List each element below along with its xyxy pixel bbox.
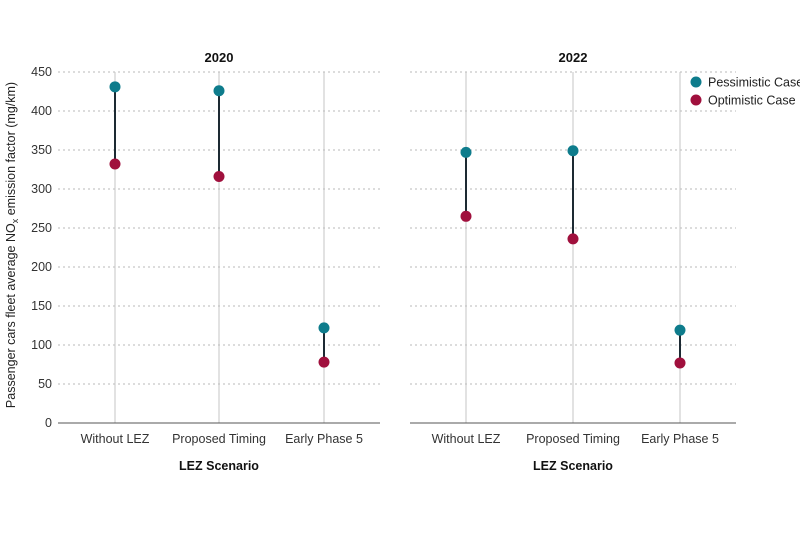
optimistic-point bbox=[567, 233, 579, 245]
panel-2022: 2022 Without LEZ Proposed Timing Early Phas… bbox=[410, 50, 736, 473]
panel-2020: 0 50 100 150 200 250 300 350 400 450 2020 Without L… bbox=[31, 50, 380, 473]
x-tick-label: Without LEZ bbox=[81, 432, 150, 446]
x-tick-label: Without LEZ bbox=[432, 432, 501, 446]
y-axis-title-tail: emission factor (mg/km) bbox=[4, 82, 18, 219]
x-axis-title: LEZ Scenario bbox=[533, 459, 613, 473]
x-tick-label: Proposed Timing bbox=[526, 432, 620, 446]
y-tick-label: 150 bbox=[31, 299, 52, 313]
optimistic-point bbox=[460, 210, 472, 222]
y-axis-title-subscript: x bbox=[10, 218, 20, 223]
pessimistic-point bbox=[109, 81, 121, 93]
x-tick-label: Proposed Timing bbox=[172, 432, 266, 446]
legend-label: Pessimistic Case bbox=[708, 76, 800, 90]
x-tick-label: Early Phase 5 bbox=[285, 432, 363, 446]
y-tick-label: 0 bbox=[45, 416, 52, 430]
y-tick-label: 300 bbox=[31, 182, 52, 196]
pessimistic-point bbox=[318, 322, 330, 334]
y-tick-label: 450 bbox=[31, 65, 52, 79]
legend-label: Optimistic Case bbox=[708, 94, 796, 108]
optimistic-point bbox=[109, 158, 121, 170]
pessimistic-point bbox=[213, 85, 225, 97]
svg-text:Passenger cars fleet average N: Passenger cars fleet average NOx emissio… bbox=[4, 82, 20, 408]
optimistic-point bbox=[674, 357, 686, 369]
x-axis-title: LEZ Scenario bbox=[179, 459, 259, 473]
x-tick-label: Early Phase 5 bbox=[641, 432, 719, 446]
legend-marker bbox=[690, 94, 702, 106]
pessimistic-point bbox=[567, 145, 579, 157]
optimistic-point bbox=[318, 356, 330, 368]
y-tick-label: 50 bbox=[38, 377, 52, 391]
panel-title: 2020 bbox=[205, 50, 234, 65]
y-axis-title-main: Passenger cars fleet average NO bbox=[4, 223, 18, 408]
pessimistic-point bbox=[460, 146, 472, 158]
optimistic-point bbox=[213, 171, 225, 183]
y-tick-label: 200 bbox=[31, 260, 52, 274]
y-tick-label: 100 bbox=[31, 338, 52, 352]
y-tick-label: 350 bbox=[31, 143, 52, 157]
legend: Pessimistic Case Optimistic Case bbox=[690, 76, 800, 108]
y-tick-label: 250 bbox=[31, 221, 52, 235]
legend-marker bbox=[690, 76, 702, 88]
y-axis-title: Passenger cars fleet average NOx emissio… bbox=[4, 82, 20, 408]
y-tick-label: 400 bbox=[31, 104, 52, 118]
panel-title: 2022 bbox=[559, 50, 588, 65]
pessimistic-point bbox=[674, 324, 686, 336]
